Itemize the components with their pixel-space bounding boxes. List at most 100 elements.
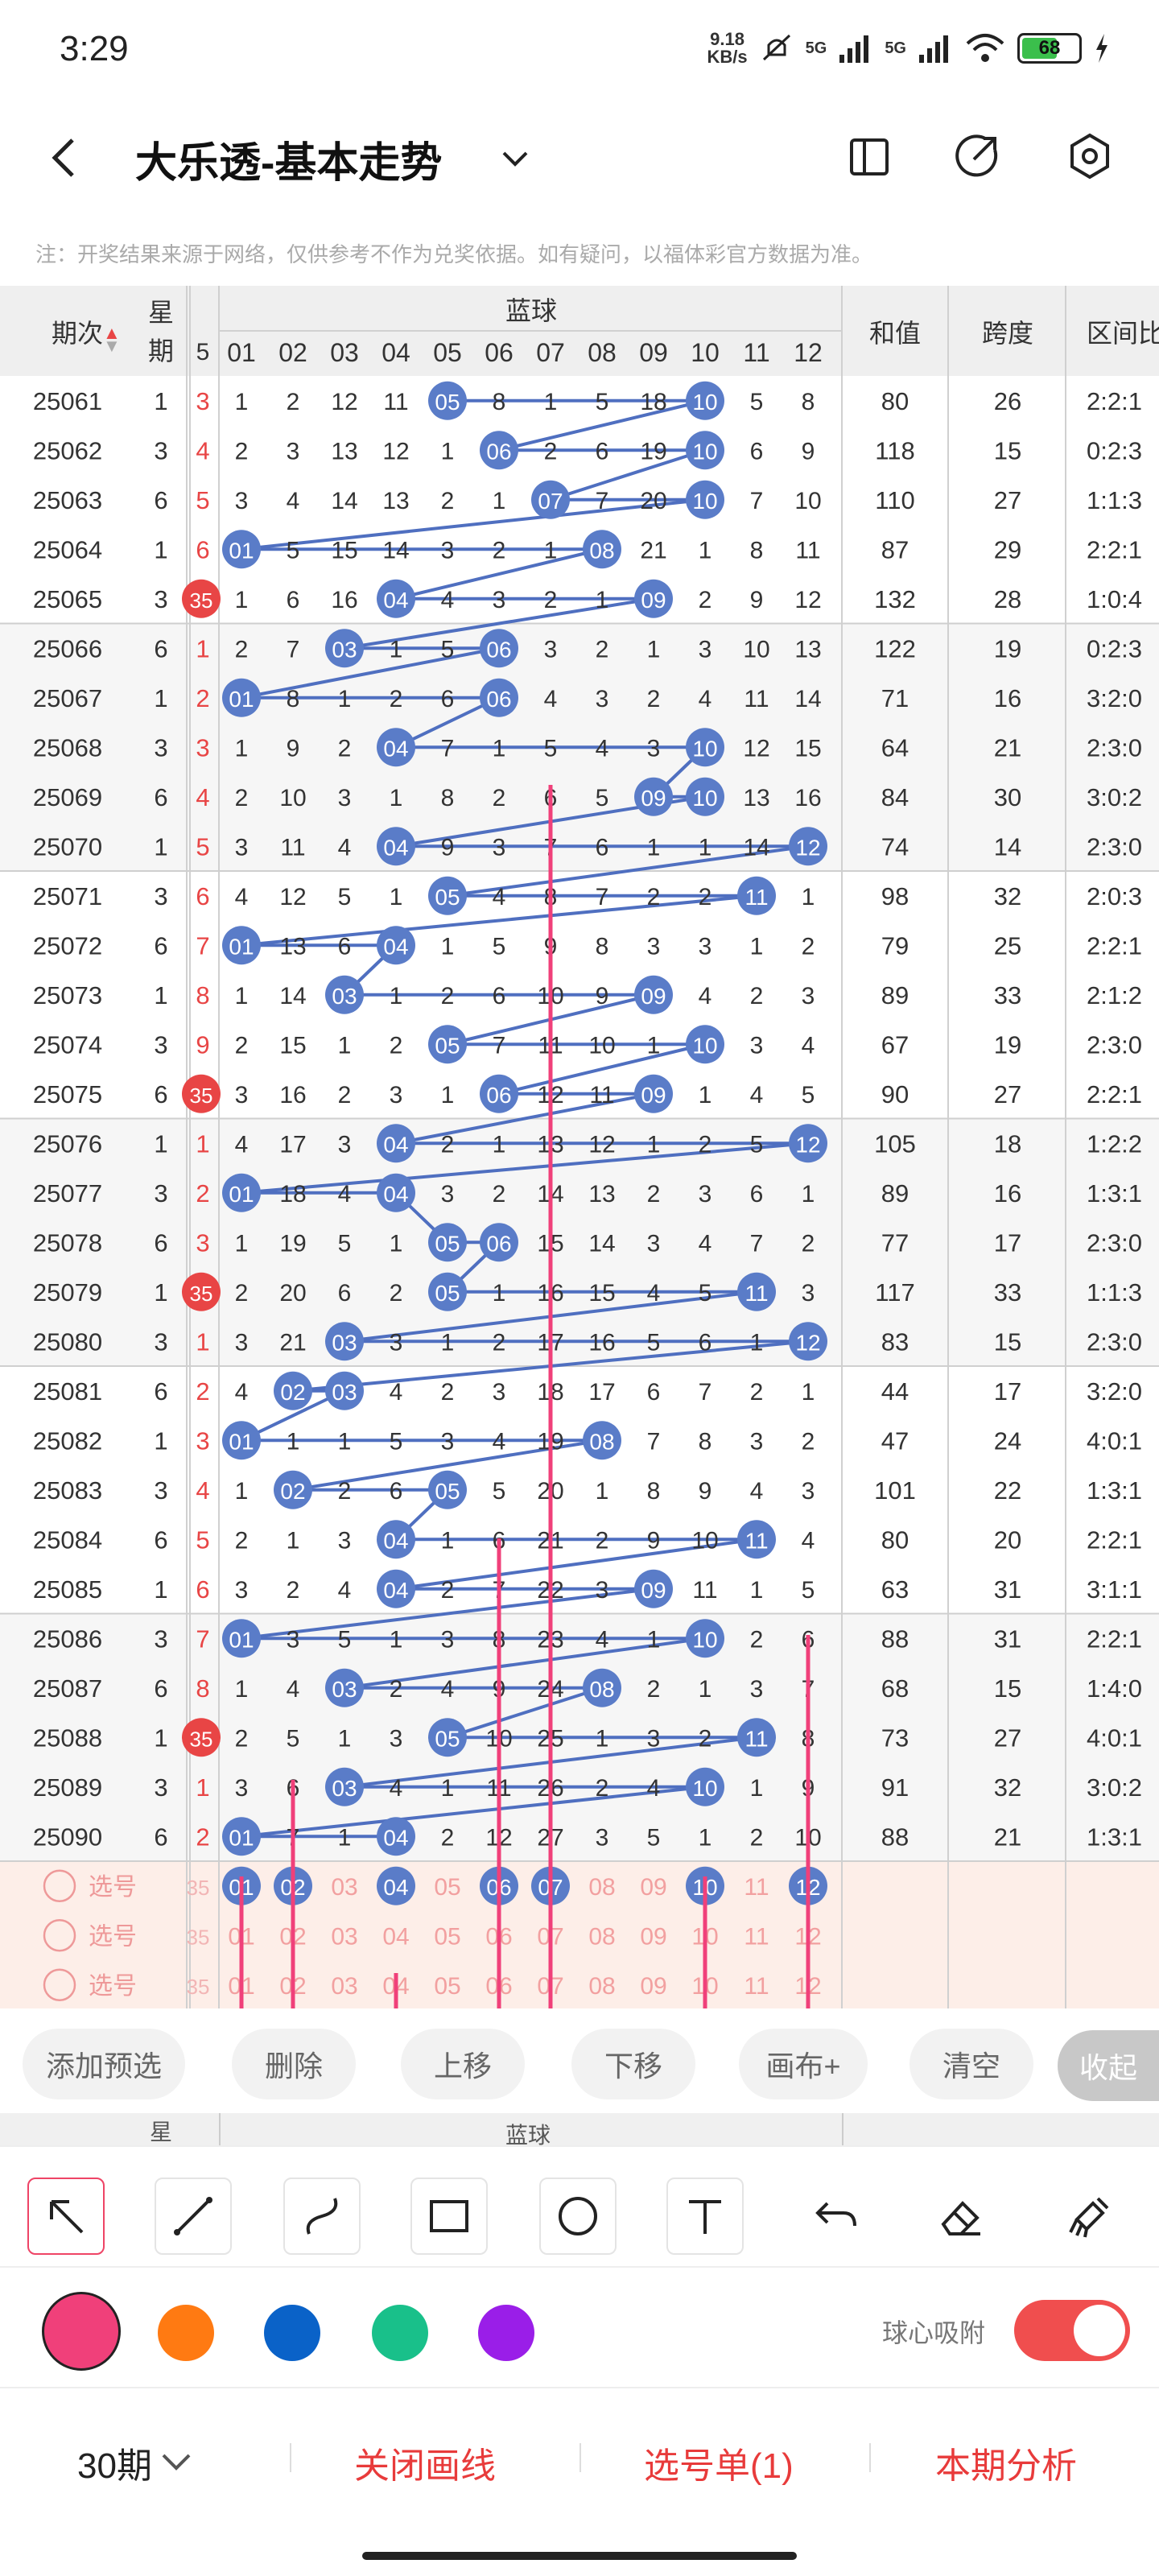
collapse-button[interactable]: 收起 (1058, 2030, 1159, 2101)
text-tool[interactable] (666, 2178, 744, 2255)
row-bg (0, 1663, 1159, 1713)
miss-count: 4 (441, 1676, 455, 1703)
miss-count: 3 (235, 488, 249, 514)
chevron-down-icon[interactable] (499, 143, 531, 175)
color-swatch-purple[interactable] (478, 2305, 534, 2361)
miss-count: 3 (441, 537, 455, 564)
miss-count: 2 (544, 438, 558, 464)
miss-count: 2 (390, 1676, 403, 1703)
zone-cell: 1:2:2 (1087, 1129, 1142, 1158)
snap-toggle[interactable] (1014, 2300, 1130, 2361)
week-cell: 6 (154, 1823, 167, 1851)
eraser-tool[interactable] (922, 2178, 1000, 2255)
miss-count: 14 (279, 983, 306, 1009)
undo-tool[interactable] (797, 2178, 874, 2255)
miss-count: 2 (596, 1527, 609, 1554)
curve-tool[interactable] (283, 2178, 361, 2255)
miss-count: 2 (338, 1082, 352, 1108)
edge-cell: 4 (196, 436, 209, 464)
trend-line (447, 1686, 603, 1740)
miss-count: 6 (699, 1329, 712, 1356)
canvas-plus-button[interactable]: 画布+ (739, 2029, 868, 2099)
circle-tool[interactable] (539, 2178, 617, 2255)
miss-count: 4 (235, 1379, 249, 1406)
delete-button[interactable]: 删除 (232, 2029, 356, 2099)
page-title[interactable]: 大乐透-基本走势 (135, 140, 443, 187)
miss-count: 4 (596, 1626, 609, 1653)
color-swatch-orange[interactable] (158, 2305, 214, 2361)
miss-count: 5 (596, 389, 609, 415)
miss-count: 5 (596, 785, 609, 811)
divider (869, 2443, 871, 2472)
header-zone: 区间比 (1087, 319, 1159, 348)
period-select[interactable]: 30期 (77, 2437, 192, 2488)
miss-count: 9 (699, 1478, 712, 1505)
row-bg (0, 772, 1159, 822)
move-up-button[interactable]: 上移 (401, 2029, 525, 2099)
header-ball: 04 (382, 338, 410, 367)
home-indicator[interactable] (362, 2552, 797, 2560)
ball-hit (377, 1520, 415, 1559)
week-cell: 1 (154, 1575, 167, 1604)
miss-count: 3 (441, 1428, 455, 1455)
phone-mode-button[interactable] (840, 127, 898, 185)
sum-cell: 88 (881, 1624, 909, 1653)
share-button[interactable] (948, 127, 1006, 185)
clear-button[interactable]: 清空 (909, 2029, 1033, 2099)
ball-number: 03 (332, 1776, 357, 1801)
ball-hit (583, 1668, 621, 1707)
miss-count: 4 (338, 1181, 352, 1208)
color-swatch-blue[interactable] (264, 2305, 320, 2361)
ball-number: 06 (486, 439, 511, 464)
miss-count: 8 (802, 1725, 815, 1752)
settings-button[interactable] (1061, 127, 1119, 185)
line-tool[interactable] (155, 2178, 232, 2255)
miss-count: 3 (750, 1428, 764, 1455)
week-cell: 3 (154, 1624, 167, 1653)
arrow-tool[interactable] (27, 2178, 105, 2255)
clear-canvas-tool[interactable] (1051, 2178, 1128, 2255)
wifi-icon (966, 34, 1004, 62)
edge-cell: 35 (190, 1727, 213, 1751)
pick-ball-option: 09 (640, 1874, 666, 1901)
miss-count: 1 (441, 1082, 455, 1108)
back-icon[interactable] (40, 134, 89, 182)
header-week: 星 (148, 298, 174, 327)
close-lines-button[interactable]: 关闭画线 (354, 2446, 496, 2486)
miss-count: 14 (588, 1230, 615, 1257)
battery-icon: 68 (1017, 33, 1082, 64)
miss-count: 21 (279, 1329, 306, 1356)
miss-count: 3 (493, 834, 506, 861)
miss-count: 4 (338, 1577, 352, 1604)
move-down-button[interactable]: 下移 (571, 2029, 695, 2099)
zone-cell: 3:0:2 (1087, 783, 1142, 811)
pick-ball-option: 11 (744, 1923, 769, 1950)
ball-hit (222, 678, 261, 717)
add-preselect-button[interactable]: 添加预选 (23, 2029, 185, 2099)
ball-hit (737, 1520, 776, 1559)
color-swatch-pink[interactable] (42, 2292, 121, 2371)
trend-table[interactable]: 期次 ▲ ▼ 星期 5 蓝球 01 02 03 04 05 06 07 08 09 10 11 12 和值 跨度 区间比… (0, 286, 1159, 2008)
title-bar: 大乐透-基本走势 (0, 105, 1159, 209)
zone-cell: 1:3:1 (1087, 1179, 1142, 1208)
eraser-icon (941, 2201, 980, 2235)
miss-count: 2 (338, 1478, 352, 1505)
row-bg (0, 1316, 1159, 1366)
line-icon (174, 2197, 212, 2235)
edge-cell: 6 (196, 535, 209, 564)
analysis-button[interactable]: 本期分析 (935, 2446, 1077, 2486)
ball-number: 03 (332, 1677, 357, 1702)
ball-number: 05 (435, 1726, 460, 1751)
pick-list-button[interactable]: 选号单(1) (644, 2446, 794, 2486)
miss-count: 22 (537, 1577, 563, 1604)
miss-count: 4 (596, 735, 609, 762)
rect-tool[interactable] (410, 2178, 488, 2255)
edge-cell: 3 (196, 1426, 209, 1455)
ball-number: 12 (795, 1330, 820, 1355)
miss-count: 16 (537, 1280, 563, 1307)
week-cell: 1 (154, 684, 167, 712)
period-cell: 25076 (33, 1129, 102, 1158)
color-swatch-green[interactable] (372, 2305, 428, 2361)
miss-count: 4 (802, 1527, 815, 1554)
